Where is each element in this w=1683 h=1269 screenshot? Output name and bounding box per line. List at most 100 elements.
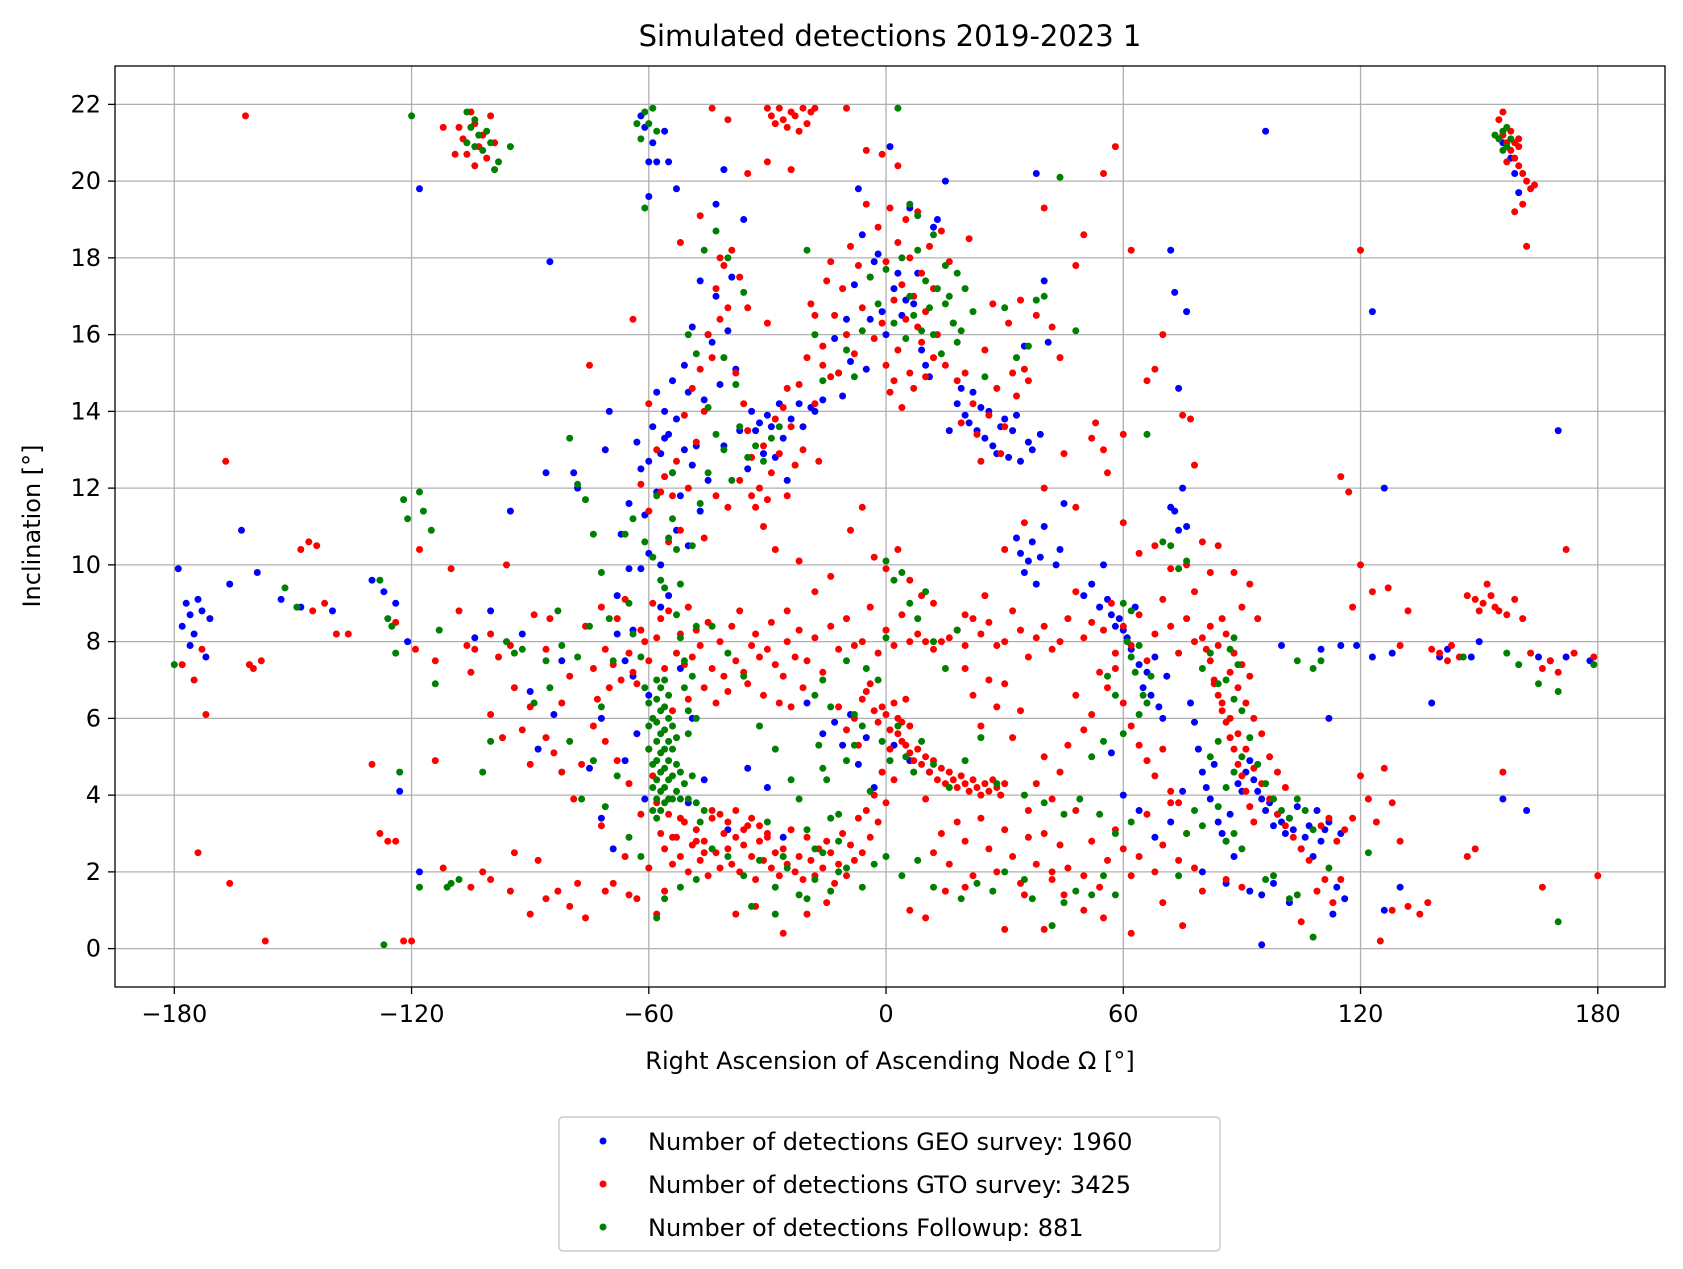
data-point-gto: [969, 400, 977, 408]
data-point-gto: [771, 849, 779, 857]
data-point-gto: [1072, 807, 1080, 814]
data-point-gto: [554, 887, 562, 895]
data-point-gto: [1024, 807, 1032, 814]
data-point-followup: [637, 135, 645, 143]
data-point-followup: [645, 699, 653, 707]
data-point-followup: [416, 883, 423, 891]
data-point-gto: [510, 684, 518, 692]
data-point-gto: [1048, 323, 1056, 331]
data-point-gto: [914, 630, 922, 638]
data-point-geo: [795, 400, 803, 408]
data-point-geo: [1175, 526, 1183, 534]
data-point-geo: [1467, 653, 1475, 661]
data-point-geo: [190, 630, 198, 638]
data-point-gto: [1040, 204, 1048, 212]
data-point-followup: [688, 672, 696, 680]
data-point-followup: [388, 622, 396, 630]
data-point-followup: [882, 634, 890, 642]
data-point-gto: [657, 615, 665, 623]
data-point-followup: [953, 269, 961, 277]
data-point-geo: [1554, 427, 1562, 435]
data-point-gto: [368, 760, 376, 768]
data-point-followup: [1230, 830, 1238, 837]
data-point-geo: [1226, 810, 1234, 818]
data-point-followup: [740, 872, 748, 880]
data-point-gto: [1546, 657, 1554, 665]
data-point-gto: [526, 910, 534, 918]
data-point-followup: [404, 515, 412, 523]
data-point-geo: [396, 787, 404, 795]
data-point-gto: [566, 672, 574, 680]
data-point-gto: [1080, 872, 1088, 880]
data-point-followup: [665, 534, 673, 542]
data-point-geo: [1511, 170, 1519, 177]
data-point-followup: [673, 787, 680, 795]
data-point-followup: [906, 292, 914, 300]
x-axis-label: Right Ascension of Ascending Node Ω [°]: [645, 1047, 1134, 1075]
data-point-gto: [977, 630, 985, 638]
data-point-gto: [732, 807, 740, 814]
data-points: [170, 104, 1602, 949]
data-point-followup: [1088, 753, 1096, 761]
data-point-followup: [953, 338, 961, 346]
data-point-followup: [862, 665, 870, 672]
data-point-gto: [799, 104, 807, 112]
data-point-gto: [506, 887, 514, 895]
data-point-gto: [1072, 691, 1080, 699]
data-point-gto: [767, 112, 775, 120]
data-point-followup: [467, 123, 475, 131]
data-point-gto: [1349, 603, 1357, 611]
data-point-followup: [637, 853, 645, 860]
data-point-geo: [748, 407, 756, 415]
data-point-followup: [1554, 688, 1562, 695]
data-point-gto: [1175, 649, 1183, 657]
data-point-gto: [700, 837, 708, 845]
data-point-gto: [811, 634, 819, 642]
data-point-geo: [661, 127, 669, 135]
data-point-gto: [637, 810, 645, 818]
data-point-gto: [740, 826, 748, 834]
data-point-followup: [1285, 814, 1293, 822]
data-point-geo: [1368, 308, 1376, 316]
data-point-gto: [692, 438, 700, 446]
data-point-followup: [823, 776, 831, 784]
data-point-gto: [1313, 887, 1321, 895]
data-point-followup: [1262, 876, 1270, 883]
data-point-gto: [712, 699, 720, 707]
data-point-followup: [878, 737, 886, 745]
data-point-gto: [708, 104, 716, 112]
legend-marker-gto: [599, 1180, 607, 1188]
data-point-followup: [1270, 795, 1277, 803]
data-point-geo: [1258, 891, 1266, 899]
data-point-gto: [601, 645, 609, 653]
data-point-geo: [1147, 691, 1155, 699]
data-point-gto: [1020, 519, 1028, 527]
data-point-gto: [993, 703, 1001, 711]
data-point-geo: [645, 158, 653, 166]
data-point-gto: [977, 791, 985, 799]
data-point-followup: [1206, 753, 1214, 761]
data-point-gto: [961, 883, 969, 891]
data-point-gto: [1088, 837, 1096, 845]
data-point-geo: [1396, 883, 1404, 891]
data-point-gto: [811, 104, 819, 112]
data-point-geo: [874, 250, 882, 258]
data-point-followup: [850, 711, 858, 718]
data-point-gto: [1317, 822, 1325, 830]
data-point-followup: [582, 496, 589, 504]
data-point-geo: [1175, 384, 1183, 392]
data-point-gto: [799, 446, 807, 454]
data-point-gto: [645, 507, 653, 515]
data-point-followup: [1143, 699, 1151, 707]
data-point-gto: [843, 726, 850, 734]
data-point-followup: [1167, 542, 1175, 550]
data-point-gto: [985, 676, 993, 684]
data-point-gto: [629, 668, 637, 676]
data-point-geo: [1293, 803, 1301, 811]
data-point-gto: [1218, 699, 1226, 707]
data-point-gto: [985, 618, 993, 626]
data-point-gto: [819, 361, 827, 369]
data-point-followup: [680, 684, 688, 692]
data-point-geo: [1171, 507, 1179, 515]
